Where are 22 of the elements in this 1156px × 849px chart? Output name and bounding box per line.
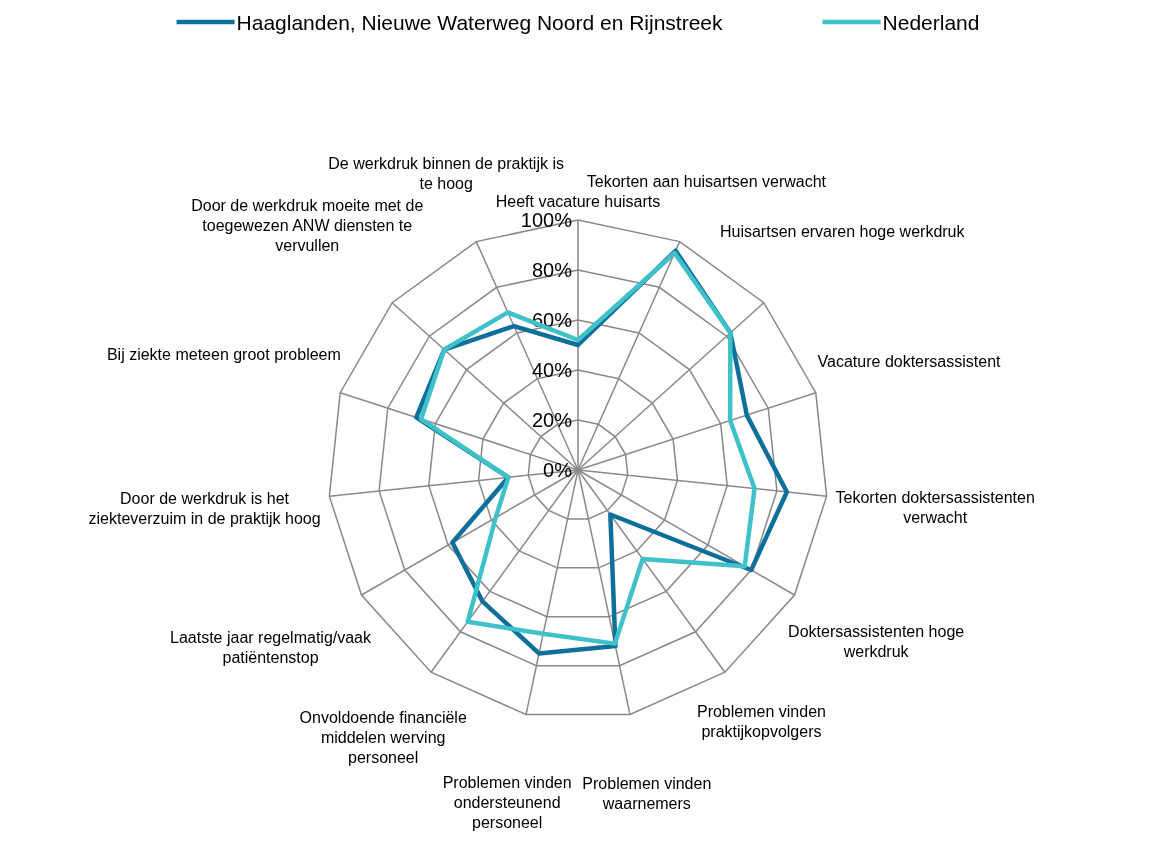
y-tick-label: 80% [531, 259, 573, 281]
spoke-label: Huisartsen ervaren hoge werkdruk [719, 223, 966, 241]
spoke-label: Heeft vacature huisarts [495, 193, 661, 210]
spoke-label: Onvoldoende financiële middelen werving personeel [299, 709, 467, 767]
spoke-label: Vacature doktersassistent [817, 353, 1002, 371]
y-tick-label: 40% [531, 359, 573, 381]
spoke-label: Tekorten doktersassistenten verwacht [835, 488, 1035, 526]
spoke-label: Problemen vinden ondersteunend personeel [442, 774, 572, 832]
y-tick-label: 0% [543, 459, 573, 481]
spoke-label: Tekorten aan huisartsen verwacht [586, 172, 827, 190]
spoke-label: Problemen vinden praktijkopvolgers [696, 703, 826, 741]
legend-label: Nederland [882, 11, 980, 34]
spoke-label: Doktersassistenten hoge werkdruk [788, 623, 965, 661]
spoke-label: Door de werkdruk is het ziekteverzuim in de praktijk hoog [88, 490, 321, 528]
spoke-label: De werkdruk binnen de praktijk is te hoog [328, 154, 564, 192]
spoke-label: Door de werkdruk moeite met de toegewezen ANW diensten te vervullen [191, 197, 424, 255]
spoke-label: Bij ziekte meteen groot probleem [106, 345, 341, 363]
y-tick-label: 100% [520, 209, 573, 231]
y-tick-label: 20% [531, 409, 573, 431]
spoke-label: Problemen vinden waarnemers [582, 774, 712, 812]
spoke-label: Laatste jaar regelmatig/vaak patiëntenstop [170, 628, 373, 666]
legend-label: Haaglanden, Nieuwe Waterweg Noord en Rijnstreek [236, 11, 724, 34]
